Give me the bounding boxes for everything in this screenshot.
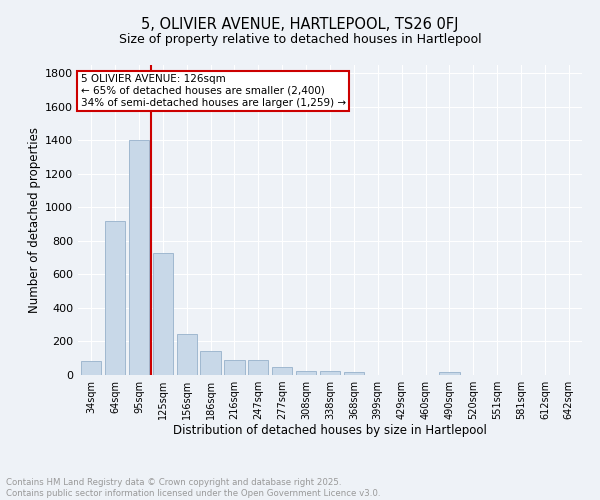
Bar [439,372,460,375]
Bar [129,140,149,375]
Bar [105,221,125,375]
Bar [176,334,197,375]
Bar [152,252,173,375]
Bar [248,360,268,375]
Y-axis label: Number of detached properties: Number of detached properties [28,127,41,313]
Bar [344,372,364,375]
Text: Contains HM Land Registry data © Crown copyright and database right 2025.
Contai: Contains HM Land Registry data © Crown c… [6,478,380,498]
Text: Size of property relative to detached houses in Hartlepool: Size of property relative to detached ho… [119,32,481,46]
Text: 5, OLIVIER AVENUE, HARTLEPOOL, TS26 0FJ: 5, OLIVIER AVENUE, HARTLEPOOL, TS26 0FJ [141,18,459,32]
Bar [296,371,316,375]
Bar [224,360,245,375]
Text: 5 OLIVIER AVENUE: 126sqm
← 65% of detached houses are smaller (2,400)
34% of sem: 5 OLIVIER AVENUE: 126sqm ← 65% of detach… [80,74,346,108]
Bar [81,361,101,375]
Bar [200,350,221,375]
Bar [320,371,340,375]
Bar [272,366,292,375]
X-axis label: Distribution of detached houses by size in Hartlepool: Distribution of detached houses by size … [173,424,487,436]
